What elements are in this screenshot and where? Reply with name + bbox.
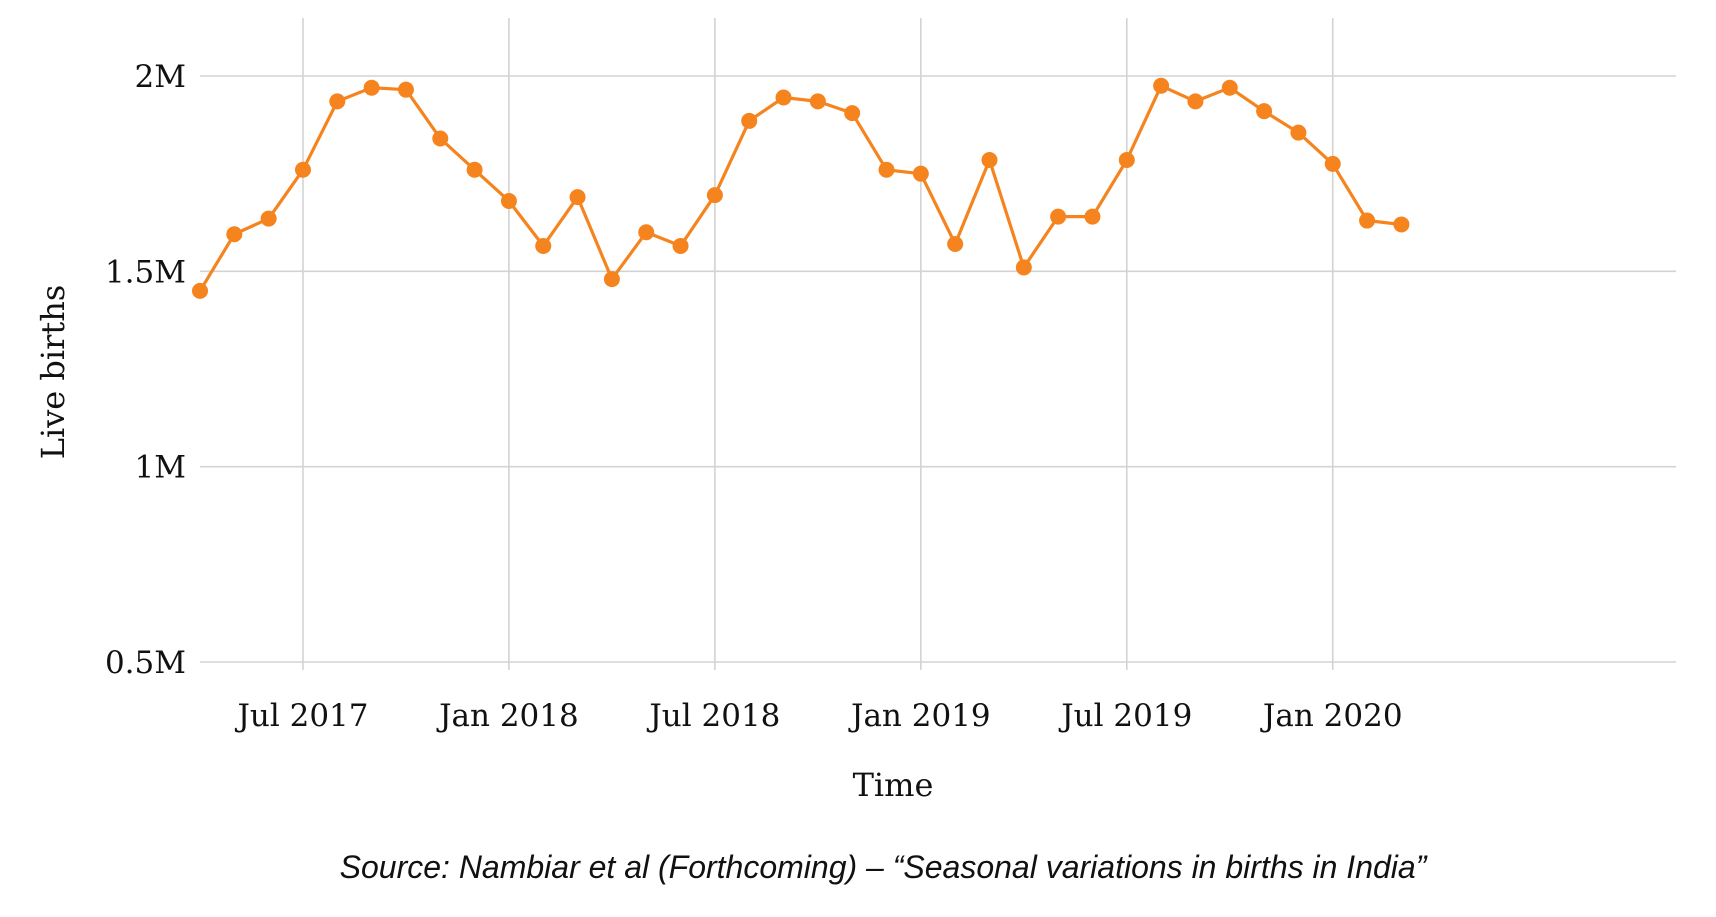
- data-point: [672, 237, 689, 254]
- data-point: [569, 189, 586, 206]
- data-point: [844, 105, 861, 122]
- source-note: Source: Nambiar et al (Forthcoming) – “S…: [340, 849, 1428, 885]
- data-point: [466, 161, 483, 178]
- data-point: [260, 210, 277, 227]
- x-tick-label: Jan 2019: [848, 698, 991, 734]
- x-tick-label: Jul 2019: [1058, 698, 1192, 734]
- x-tick-label: Jul 2017: [234, 698, 368, 734]
- data-point: [535, 237, 552, 254]
- data-point: [809, 93, 826, 110]
- data-point: [329, 93, 346, 110]
- x-tick-label: Jan 2020: [1260, 698, 1403, 734]
- y-axis-title: Live births: [34, 285, 72, 460]
- data-point: [638, 224, 655, 241]
- data-point: [1084, 208, 1101, 225]
- data-point: [947, 235, 964, 252]
- data-point: [775, 89, 792, 106]
- data-point: [912, 165, 929, 182]
- data-points: [192, 77, 1410, 299]
- series-line: [198, 84, 1402, 292]
- data-point: [1256, 103, 1273, 120]
- data-point: [192, 282, 208, 299]
- data-point: [1359, 212, 1376, 229]
- x-axis-title: Time: [853, 766, 934, 804]
- y-tick-labels: 0.5M 1M 1.5M 2M: [105, 59, 186, 681]
- x-tick-label: Jul 2018: [646, 698, 780, 734]
- data-point: [981, 151, 998, 168]
- data-point: [706, 187, 723, 204]
- data-point: [226, 226, 243, 243]
- data-point: [397, 81, 414, 98]
- data-point: [294, 161, 311, 178]
- data-point: [741, 112, 758, 129]
- data-point: [1118, 151, 1135, 168]
- data-point: [1393, 216, 1410, 233]
- data-point: [1050, 208, 1067, 225]
- x-tick-labels: Jul 2017 Jan 2018 Jul 2018 Jan 2019 Jul 2019…: [234, 698, 1402, 734]
- y-tick-label: 1.5M: [105, 254, 186, 290]
- data-point: [363, 79, 380, 96]
- data-point: [878, 161, 895, 178]
- y-tick-label: 0.5M: [105, 645, 186, 681]
- data-point: [432, 130, 449, 147]
- data-point: [1324, 155, 1341, 172]
- data-point: [603, 271, 620, 288]
- y-tick-label: 2M: [135, 59, 186, 95]
- data-point: [1153, 77, 1170, 94]
- data-point: [1015, 259, 1032, 276]
- data-point: [1221, 79, 1238, 96]
- y-tick-label: 1M: [135, 450, 186, 486]
- data-point: [1290, 124, 1307, 141]
- data-point: [1187, 93, 1204, 110]
- data-point: [500, 193, 517, 210]
- x-tick-label: Jan 2018: [436, 698, 579, 734]
- grid-layer: [200, 18, 1676, 670]
